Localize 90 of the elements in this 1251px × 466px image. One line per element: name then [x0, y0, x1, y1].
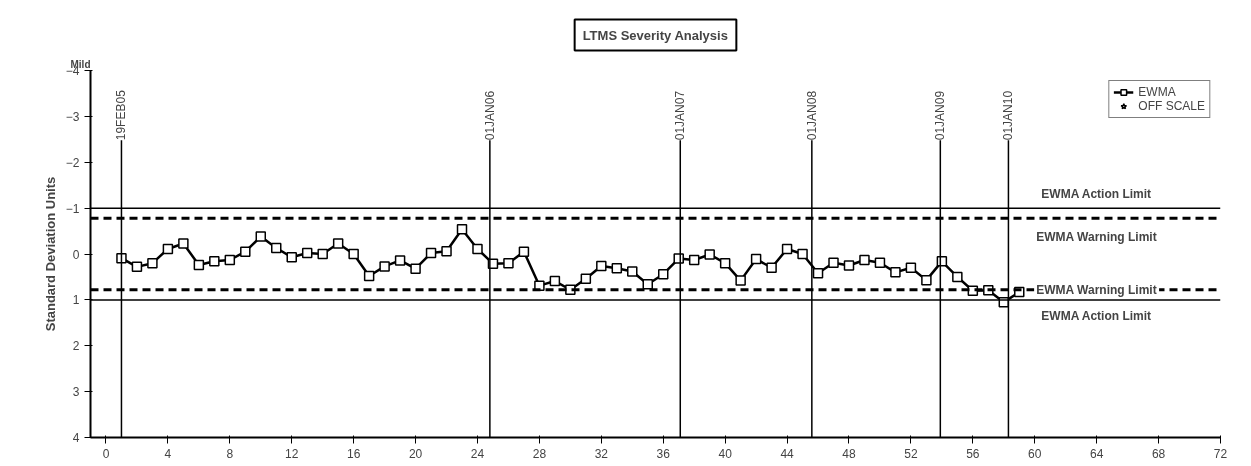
point	[797, 248, 808, 260]
y-tick-label: 1	[72, 293, 80, 308]
ref-line-label: 01JAN10	[1001, 90, 1016, 141]
point	[193, 259, 205, 271]
point	[812, 268, 824, 279]
x-tick-label: 32	[594, 446, 609, 461]
x-tick-label: 52	[904, 446, 918, 461]
y-tick-label: 4	[72, 431, 80, 445]
point	[704, 249, 715, 260]
point	[596, 260, 607, 272]
ref-line-label: 01JAN09	[933, 90, 948, 141]
point	[286, 251, 297, 263]
x-tick-label: 40	[718, 446, 733, 461]
ref-line-label: EWMA Action Limit	[1041, 187, 1152, 202]
point	[456, 223, 468, 235]
x-tick-label: 0	[102, 446, 110, 461]
chart-title: LTMS Severity Analysis	[582, 27, 728, 43]
x-tick-label: 20	[408, 446, 423, 461]
y-axis-title: Standard Deviation Units	[42, 176, 58, 332]
point	[271, 242, 282, 254]
x-tick-label: 72	[1213, 446, 1228, 461]
point	[781, 243, 793, 255]
point	[410, 263, 421, 274]
point	[518, 246, 530, 257]
y-tick-label: −2	[65, 155, 80, 170]
ref-line-label: EWMA Warning Limit	[1036, 229, 1157, 244]
point	[828, 257, 839, 268]
point	[766, 262, 777, 274]
ref-line-label: EWMA Warning Limit	[1036, 282, 1157, 297]
x-tick-label: 16	[346, 446, 361, 461]
point	[952, 271, 963, 283]
y-tick-label: 2	[72, 339, 80, 354]
point	[890, 267, 901, 278]
x-tick-label: 48	[842, 446, 856, 461]
ref-line-label: 01JAN07	[673, 90, 688, 141]
x-tick-label: 60	[1028, 446, 1042, 461]
point	[719, 257, 731, 269]
point	[394, 255, 406, 266]
point	[363, 270, 375, 282]
point	[627, 266, 638, 277]
point	[905, 262, 917, 274]
point	[131, 261, 143, 273]
point	[162, 243, 174, 255]
point	[224, 254, 236, 266]
y-tick-label: −3	[65, 109, 80, 124]
x-tick-label: 8	[226, 446, 234, 461]
ref-line-label: 19FEB05	[114, 89, 129, 141]
point	[317, 248, 328, 260]
point	[688, 254, 700, 266]
x-tick-label: 12	[285, 446, 299, 461]
point	[611, 262, 623, 274]
ref-line-label: EWMA Action Limit	[1041, 308, 1152, 323]
point	[657, 268, 669, 280]
y-tick-label: 3	[72, 385, 80, 400]
point	[750, 253, 762, 265]
x-tick-label: 28	[532, 446, 547, 461]
point	[332, 238, 344, 249]
x-tick-label: 64	[1089, 446, 1104, 461]
point	[921, 274, 932, 286]
point	[549, 275, 561, 287]
x-tick-label: 24	[470, 446, 485, 461]
point	[472, 243, 483, 255]
point	[255, 231, 267, 242]
legend-label: EWMA	[1138, 85, 1176, 99]
x-tick-label: 68	[1151, 446, 1166, 461]
point	[301, 247, 313, 259]
point	[874, 257, 886, 268]
point	[642, 279, 654, 290]
point	[178, 238, 189, 249]
point	[209, 256, 220, 267]
point	[379, 261, 390, 272]
x-tick-label: 4	[164, 446, 172, 461]
point	[348, 248, 359, 260]
point	[859, 254, 870, 266]
point	[735, 275, 746, 286]
point	[503, 257, 514, 269]
point	[425, 247, 437, 259]
point	[843, 260, 855, 271]
legend-label: OFF SCALE	[1138, 99, 1205, 113]
ref-line-label: 01JAN08	[804, 90, 819, 141]
point	[240, 246, 251, 257]
x-tick-label: 44	[780, 446, 795, 461]
y-tick-label: 0	[72, 247, 80, 262]
x-tick-label: 56	[966, 446, 980, 461]
x-tick-label: 36	[656, 446, 671, 461]
point	[147, 257, 158, 269]
point	[441, 246, 452, 257]
point	[580, 273, 592, 285]
ref-line-label: 01JAN06	[482, 90, 497, 141]
y-tick-label: −1	[65, 201, 80, 216]
